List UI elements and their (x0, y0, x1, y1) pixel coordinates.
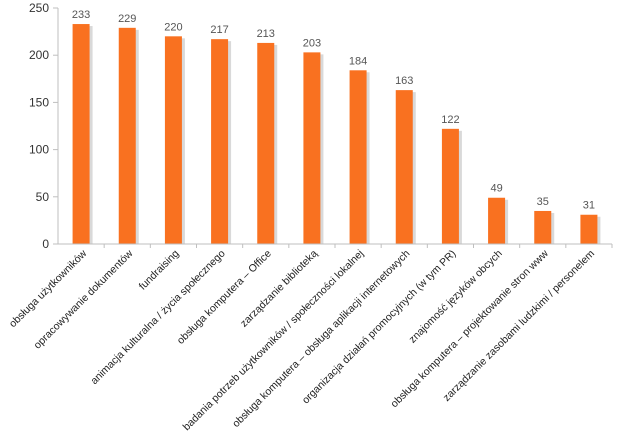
bar (211, 39, 229, 244)
data-label: 49 (490, 183, 502, 195)
data-label: 217 (210, 24, 228, 36)
bar (441, 128, 459, 244)
bar (580, 214, 598, 244)
data-label: 213 (257, 28, 275, 40)
bar-shadow (319, 54, 324, 245)
bar (534, 210, 552, 244)
data-label: 233 (72, 9, 90, 21)
data-label: 31 (583, 200, 595, 212)
bar-shadows (88, 26, 601, 245)
data-label: 163 (395, 75, 413, 87)
category-label: fundraising (137, 248, 182, 293)
bars (72, 24, 598, 245)
bar (257, 42, 275, 244)
category-label: obsługa komputera – Office (175, 248, 274, 347)
data-label: 122 (441, 114, 459, 126)
bar (488, 197, 506, 244)
category-label: znajomość języków obcych (407, 248, 505, 346)
category-label: zarządzanie biblioteką (238, 248, 320, 330)
bar-shadow (457, 130, 462, 244)
bar-shadow (504, 199, 509, 244)
y-tick-label: 250 (29, 1, 49, 15)
y-tick-label: 100 (29, 143, 49, 157)
bar (349, 70, 367, 244)
bar-shadow (550, 212, 555, 244)
bar-shadow (365, 72, 370, 244)
data-label: 220 (164, 21, 182, 33)
bar-shadow (411, 92, 416, 245)
bar-shadow (134, 29, 139, 244)
category-label: obsługa komputera – obsługa aplikacji in… (230, 248, 412, 430)
bar (118, 27, 136, 244)
bar-shadow (596, 216, 601, 244)
data-label: 184 (349, 55, 367, 67)
bar (164, 36, 182, 244)
bar-shadow (273, 44, 278, 244)
bar-shadow (227, 41, 232, 244)
bar (303, 52, 321, 245)
data-label: 229 (118, 13, 136, 25)
bar (395, 90, 413, 245)
bar-shadow (180, 38, 185, 244)
y-tick-label: 150 (29, 95, 49, 109)
category-label: opracowywanie dokumentów (32, 247, 136, 351)
bar (72, 24, 90, 244)
category-label: badania potrzeb użytkowników / społeczno… (181, 248, 367, 434)
y-axis: 0 50 100 150 200 250 (29, 1, 59, 251)
y-tick-label: 50 (36, 190, 50, 204)
category-label: obsługa użytkowników (7, 247, 90, 330)
data-labels: 233 229 220 217 213 203 184 163 122 49 35 31 (72, 9, 595, 212)
data-label: 35 (537, 196, 549, 208)
y-tick-label: 200 (29, 48, 49, 62)
data-label: 203 (303, 37, 321, 49)
bar-shadow (88, 26, 93, 244)
y-tick-label: 0 (42, 237, 49, 251)
category-label: obsługa komputera – projektowanie stron … (388, 247, 551, 410)
